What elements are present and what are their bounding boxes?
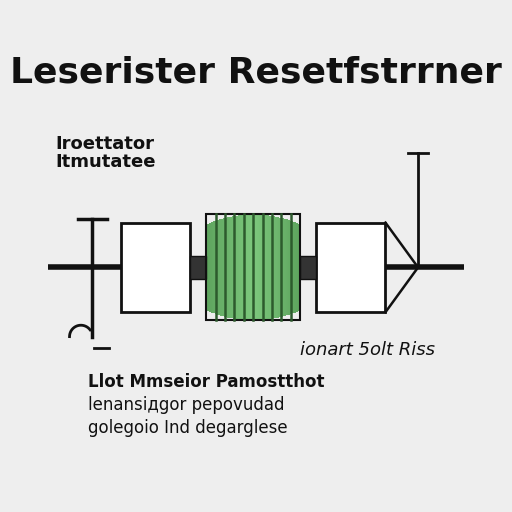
Bar: [251, 215, 252, 321]
Bar: [206, 224, 208, 311]
Bar: [209, 223, 210, 312]
Bar: [265, 215, 266, 319]
Bar: [216, 221, 217, 314]
Bar: [206, 215, 300, 321]
Bar: [228, 217, 230, 318]
Bar: [261, 215, 263, 320]
Bar: [232, 217, 233, 318]
Bar: [294, 222, 296, 313]
Bar: [233, 216, 235, 318]
Text: lenansiдgor pepovudad: lenansiдgor pepovudad: [88, 396, 285, 414]
Text: ionart 5olt Riss: ionart 5olt Riss: [300, 340, 435, 359]
Bar: [293, 222, 294, 313]
Bar: [214, 221, 215, 313]
Bar: [281, 218, 283, 316]
Bar: [279, 218, 281, 317]
Text: golegoio Ind degarglese: golegoio Ind degarglese: [88, 419, 288, 437]
Bar: [254, 215, 256, 321]
Bar: [264, 215, 265, 320]
Bar: [284, 219, 285, 316]
Bar: [223, 219, 224, 316]
Bar: [246, 215, 248, 320]
Bar: [287, 220, 289, 315]
Bar: [296, 223, 298, 312]
Bar: [236, 216, 237, 319]
Bar: [219, 220, 221, 315]
Bar: [276, 217, 278, 318]
Bar: [212, 222, 214, 313]
Bar: [224, 218, 225, 316]
Bar: [231, 217, 232, 318]
Bar: [288, 220, 290, 315]
Bar: [272, 216, 273, 318]
Bar: [234, 216, 236, 319]
Bar: [295, 223, 297, 312]
Bar: [242, 215, 243, 320]
Bar: [266, 215, 268, 319]
Bar: [300, 256, 316, 279]
Bar: [273, 217, 274, 318]
Bar: [291, 221, 292, 314]
Bar: [271, 216, 272, 319]
Bar: [245, 215, 247, 320]
Bar: [253, 215, 255, 321]
Bar: [207, 224, 209, 311]
Bar: [292, 221, 293, 313]
Bar: [274, 217, 276, 318]
Bar: [297, 224, 299, 311]
Bar: [244, 215, 245, 320]
Bar: [218, 220, 220, 315]
Text: Llot Mmseior Pamostthot: Llot Mmseior Pamostthot: [88, 373, 325, 391]
Bar: [238, 216, 240, 319]
Bar: [255, 215, 257, 321]
Bar: [239, 215, 241, 319]
Bar: [210, 223, 211, 312]
Text: Leserister Resetfstrrner: Leserister Resetfstrrner: [10, 56, 502, 90]
Text: Itmutatee: Itmutatee: [56, 154, 156, 172]
Bar: [250, 215, 251, 321]
Bar: [299, 224, 301, 311]
Bar: [243, 215, 244, 320]
Bar: [257, 215, 258, 320]
Bar: [259, 215, 261, 320]
Bar: [121, 223, 190, 312]
Bar: [267, 216, 269, 319]
Bar: [283, 219, 284, 316]
Bar: [217, 220, 219, 315]
Bar: [289, 221, 291, 314]
Bar: [230, 217, 231, 318]
Bar: [263, 215, 264, 320]
Text: Iroettator: Iroettator: [56, 136, 155, 154]
Bar: [286, 220, 288, 315]
Bar: [260, 215, 262, 320]
Bar: [222, 219, 223, 316]
Bar: [190, 256, 206, 279]
Bar: [278, 217, 280, 317]
Bar: [275, 217, 277, 318]
Bar: [247, 215, 249, 320]
Bar: [237, 216, 239, 319]
Bar: [211, 222, 212, 313]
Bar: [240, 215, 242, 319]
Bar: [268, 216, 270, 319]
Bar: [225, 218, 227, 317]
Bar: [226, 218, 228, 317]
Bar: [252, 215, 253, 321]
Bar: [285, 219, 286, 316]
Bar: [215, 221, 216, 314]
Bar: [248, 215, 250, 320]
Bar: [227, 217, 229, 317]
Bar: [269, 216, 271, 319]
Bar: [316, 223, 386, 312]
Bar: [220, 219, 222, 316]
Bar: [258, 215, 260, 320]
Bar: [280, 218, 282, 317]
